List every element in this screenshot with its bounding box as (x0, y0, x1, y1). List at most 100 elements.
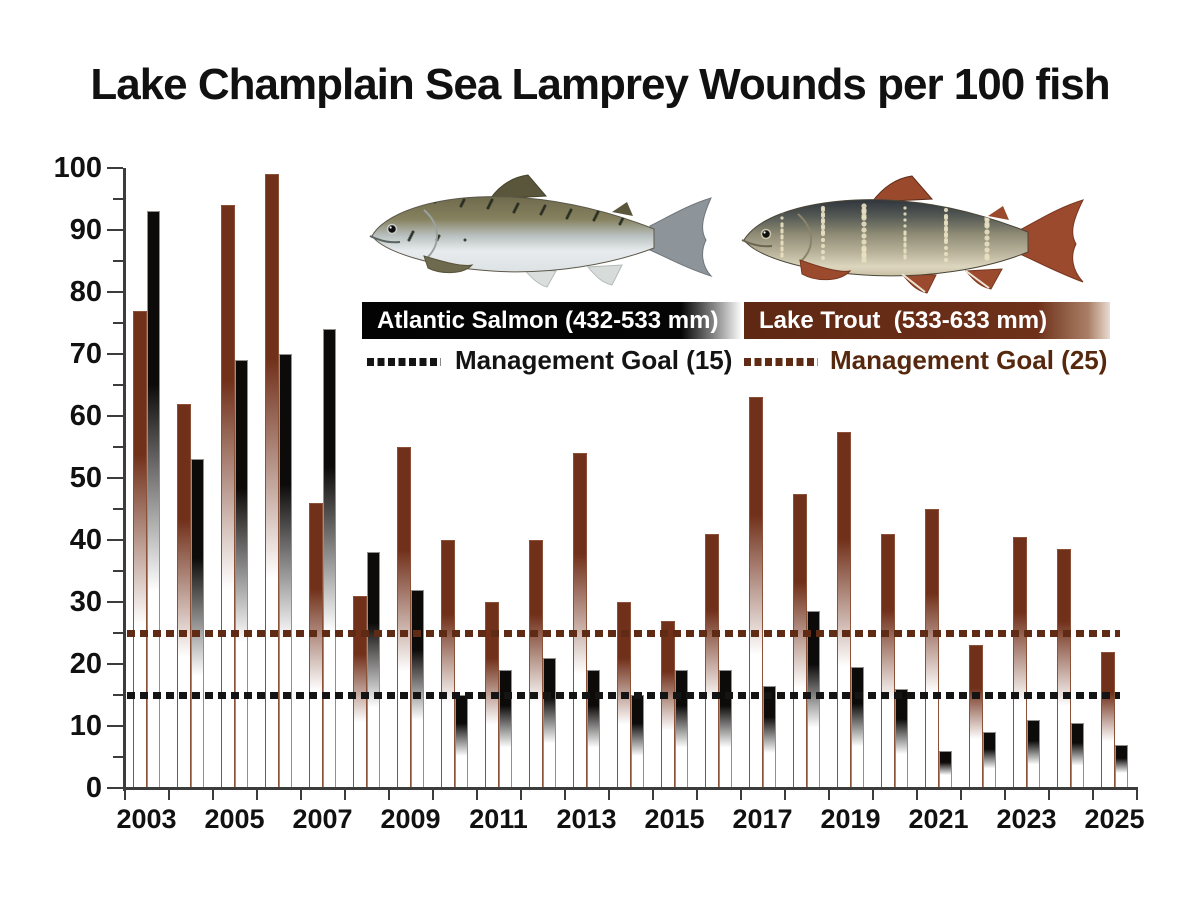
lake-trout-legend-banner: Lake Trout (533-633 mm) (744, 302, 1110, 339)
x-axis-tick-label: 2021 (908, 804, 969, 834)
bar-atlantic-salmon-2014 (630, 695, 644, 788)
y-axis-tick (107, 229, 123, 231)
bar-atlantic-salmon-2022 (982, 732, 996, 788)
x-axis-tick (828, 788, 830, 800)
y-axis-minor-tick (113, 756, 123, 758)
bar-lake-trout-2016 (705, 533, 719, 788)
y-axis-tick-label: 60 (69, 400, 102, 432)
bar-lake-trout-2010 (441, 540, 455, 788)
x-axis-tick (564, 788, 566, 800)
x-axis-tick-label: 2009 (380, 804, 441, 834)
lake-trout-goal-dash-swatch (744, 358, 818, 366)
bar-lake-trout-2025 (1101, 651, 1115, 788)
bar-atlantic-salmon-2023 (1026, 719, 1040, 788)
y-axis-tick (107, 539, 123, 541)
x-axis-tick (344, 788, 346, 800)
y-axis-minor-tick (113, 632, 123, 634)
y-axis-tick-label: 30 (69, 586, 102, 618)
x-axis-tick-label: 2023 (996, 804, 1057, 834)
bar-atlantic-salmon-2019 (850, 667, 864, 788)
bar-atlantic-salmon-2010 (454, 695, 468, 788)
x-axis-tick (212, 788, 214, 800)
y-axis-line (123, 168, 126, 791)
y-axis-tick-label: 0 (85, 772, 102, 804)
x-axis-tick (520, 788, 522, 800)
y-axis-tick (107, 787, 123, 789)
y-axis-tick (107, 415, 123, 417)
x-axis-line (123, 787, 1138, 790)
x-axis-tick (872, 788, 874, 800)
bar-lake-trout-2015 (661, 620, 675, 788)
x-axis-tick (652, 788, 654, 800)
bar-atlantic-salmon-2018 (806, 611, 820, 788)
bar-atlantic-salmon-2020 (894, 688, 908, 788)
y-axis-tick (107, 167, 123, 169)
bar-lake-trout-2018 (793, 493, 807, 788)
x-axis-tick-label: 2003 (116, 804, 177, 834)
y-axis-minor-tick (113, 260, 123, 262)
bar-atlantic-salmon-2004 (190, 459, 204, 788)
y-axis-tick-label: 20 (69, 648, 102, 680)
goal-line-lake-trout (127, 629, 1120, 637)
x-axis-tick (960, 788, 962, 800)
x-axis-tick (300, 788, 302, 800)
bar-lake-trout-2007 (309, 502, 323, 788)
atlantic-salmon-legend-banner: Atlantic Salmon (432-533 mm) (362, 302, 742, 339)
x-axis-tick-label: 2011 (469, 804, 528, 834)
bar-atlantic-salmon-2013 (586, 670, 600, 788)
bar-lake-trout-2020 (881, 533, 895, 788)
bar-lake-trout-2023 (1013, 536, 1027, 788)
y-axis-tick (107, 353, 123, 355)
bar-lake-trout-2017 (749, 397, 763, 788)
y-axis-minor-tick (113, 508, 123, 510)
y-axis-tick (107, 601, 123, 603)
goal-line-atlantic-salmon (127, 691, 1120, 699)
lake-trout-goal-label: Management Goal (25) (830, 345, 1108, 375)
x-axis-tick-label: 2025 (1084, 804, 1145, 834)
atlantic-salmon-illustration (369, 174, 713, 288)
y-axis-tick (107, 725, 123, 727)
bar-lake-trout-2024 (1057, 549, 1071, 788)
x-axis-tick-label: 2017 (732, 804, 793, 834)
bar-atlantic-salmon-2007 (322, 329, 336, 788)
atlantic-salmon-legend-label: Atlantic Salmon (432-533 mm) (377, 307, 719, 334)
y-axis-minor-tick (113, 694, 123, 696)
bar-atlantic-salmon-2006 (278, 354, 292, 788)
chart-title: Lake Champlain Sea Lamprey Wounds per 10… (90, 60, 1110, 109)
bar-atlantic-salmon-2009 (410, 589, 424, 788)
bar-lake-trout-2013 (573, 453, 587, 788)
y-axis-tick (107, 291, 123, 293)
x-axis-tick (432, 788, 434, 800)
atlantic-salmon-goal-dash-swatch (367, 358, 441, 366)
x-axis-tick (168, 788, 170, 800)
bar-lake-trout-2019 (837, 431, 851, 788)
lake-trout-legend-label: Lake Trout (533-633 mm) (759, 307, 1048, 334)
x-axis-tick-label: 2007 (292, 804, 353, 834)
x-axis-tick (388, 788, 390, 800)
x-axis-tick (608, 788, 610, 800)
x-axis-tick (740, 788, 742, 800)
bar-atlantic-salmon-2025 (1114, 744, 1128, 788)
x-axis-tick-label: 2005 (204, 804, 265, 834)
bar-atlantic-salmon-2005 (234, 360, 248, 788)
bar-atlantic-salmon-2016 (718, 670, 732, 788)
bar-atlantic-salmon-2003 (146, 211, 160, 788)
bar-atlantic-salmon-2012 (542, 657, 556, 788)
y-axis-minor-tick (113, 570, 123, 572)
bar-lake-trout-2022 (969, 645, 983, 788)
y-axis-tick (107, 477, 123, 479)
bar-lake-trout-2005 (221, 205, 235, 788)
x-axis-tick (1004, 788, 1006, 800)
x-axis-tick (916, 788, 918, 800)
y-axis-tick-label: 50 (69, 462, 102, 494)
y-axis-tick-label: 10 (69, 710, 102, 742)
x-axis-tick (784, 788, 786, 800)
atlantic-salmon-goal-label: Management Goal (15) (455, 345, 733, 375)
x-axis-tick (696, 788, 698, 800)
bar-lake-trout-2009 (397, 447, 411, 788)
y-axis-tick-label: 100 (53, 152, 102, 184)
x-axis-tick (1136, 788, 1138, 800)
x-axis-tick (1092, 788, 1094, 800)
bar-lake-trout-2012 (529, 540, 543, 788)
